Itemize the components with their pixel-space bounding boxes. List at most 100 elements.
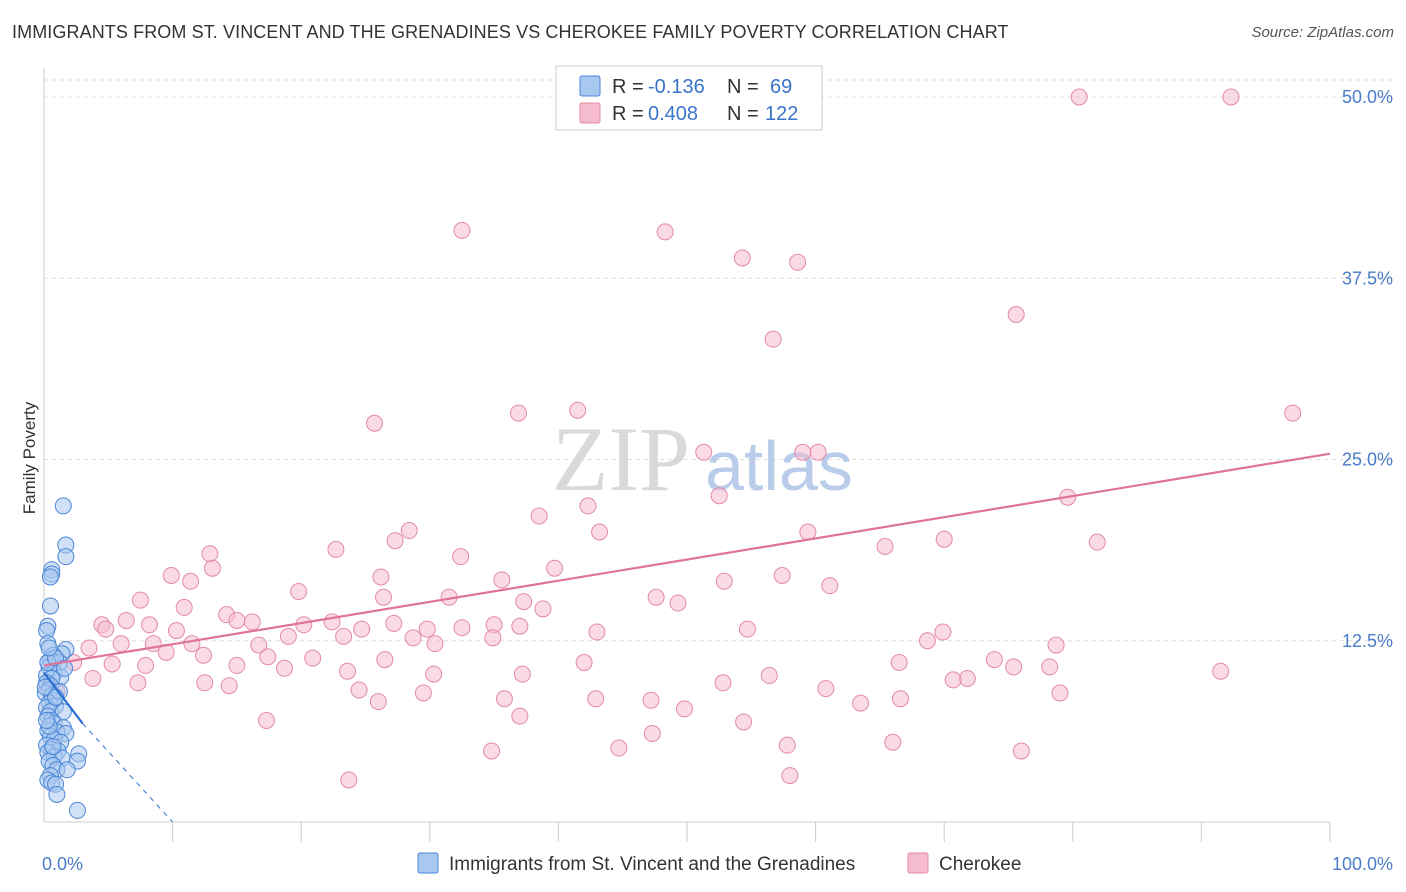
y-axis-title: Family Poverty (20, 401, 39, 514)
cherokee-point (799, 523, 817, 541)
cherokee-point (243, 613, 261, 631)
immigrants-point (40, 639, 58, 657)
cherokee-point (129, 674, 147, 692)
series-swatch-pink (907, 852, 929, 874)
legend-r-label-pink: R = (612, 103, 644, 125)
cherokee-point (710, 487, 728, 505)
cherokee-point (131, 591, 149, 609)
cherokee-point (80, 639, 98, 657)
chart-title: IMMIGRANTS FROM ST. VINCENT AND THE GREN… (12, 22, 1009, 42)
cherokee-point (610, 739, 628, 757)
cherokee-point (591, 523, 609, 541)
cherokee-point (194, 646, 212, 664)
cherokee-point (958, 669, 976, 687)
immigrants-point (38, 712, 56, 729)
cherokee-point (534, 600, 552, 618)
immigrants-points (36, 497, 88, 819)
cherokee-point (196, 674, 214, 692)
cherokee-point (1005, 658, 1023, 676)
cherokee-point (275, 659, 293, 677)
cherokee-point (372, 568, 390, 586)
cherokee-point (140, 616, 158, 634)
series-label-immigrants: Immigrants from St. Vincent and the Gren… (449, 854, 855, 875)
cherokee-point (714, 674, 732, 692)
cherokee-point (97, 620, 115, 638)
cherokee-point (817, 680, 835, 698)
cherokee-point (250, 636, 268, 654)
cherokee-point (513, 665, 531, 683)
y-tick-label-1: 25.0% (1342, 450, 1393, 470)
cherokee-point (295, 616, 313, 634)
cherokee-point (735, 713, 753, 731)
cherokee-point (84, 669, 102, 687)
watermark-zip: ZIP (552, 408, 690, 510)
cherokee-point (386, 532, 404, 550)
cherokee-point (1070, 88, 1088, 106)
cherokee-point (821, 577, 839, 595)
cherokee-point (340, 771, 358, 789)
legend-n-label-blue: N = (727, 76, 759, 98)
cherokee-point (1041, 658, 1059, 676)
cherokee-point (228, 611, 246, 629)
cherokee-point (369, 693, 387, 711)
cherokee-point (656, 223, 674, 241)
source-credit: Source: ZipAtlas.com (1251, 24, 1394, 41)
legend-r-value-pink: 0.408 (648, 103, 698, 125)
cherokee-point (642, 691, 660, 709)
cherokee-point (1012, 742, 1030, 760)
watermark-atlas: atlas (705, 427, 853, 505)
legend-n-label-pink: N = (727, 103, 759, 125)
cherokee-point (453, 619, 471, 637)
immigrants-point (44, 738, 62, 756)
cherokee-point (1051, 684, 1069, 702)
cherokee-point (182, 572, 200, 590)
legend-r-value-blue: -0.136 (648, 76, 705, 98)
cherokee-point (510, 404, 528, 422)
cherokee-point (669, 594, 687, 612)
cherokee-point (327, 540, 345, 558)
cherokee-point (794, 443, 812, 461)
cherokee-point (891, 690, 909, 708)
cherokee-point (103, 655, 121, 673)
cherokee-point (335, 627, 353, 645)
immigrants-point (48, 785, 66, 803)
immigrants-point (57, 548, 75, 566)
x-tick-label-0: 0.0% (42, 854, 83, 874)
cherokee-point (764, 330, 782, 348)
cherokee-point (484, 629, 502, 647)
cherokee-point (1284, 404, 1302, 422)
cherokee-point (414, 684, 432, 702)
cherokee-point (778, 736, 796, 754)
cherokee-point (493, 571, 511, 589)
cherokee-point (425, 665, 443, 683)
cherokee-point (495, 690, 513, 708)
cherokee-point (1088, 533, 1106, 551)
cherokee-point (935, 530, 953, 548)
immigrants-point (41, 568, 59, 586)
cherokee-point (228, 656, 246, 674)
cherokee-point (418, 620, 436, 638)
series-swatch-blue (417, 852, 439, 874)
cherokee-point (587, 690, 605, 708)
cherokee-point (985, 651, 1003, 669)
cherokee-point (259, 648, 277, 666)
cherokee-point (789, 253, 807, 271)
cherokee-point (385, 614, 403, 632)
cherokee-point (175, 598, 193, 616)
cherokee-point (511, 707, 529, 725)
gridlines (44, 79, 1395, 642)
cherokee-point (112, 635, 130, 653)
immigrants-point (47, 688, 65, 706)
cherokee-point (375, 588, 393, 606)
cherokee-point (515, 593, 533, 611)
immigrants-trend-extension (82, 722, 174, 823)
cherokee-point (760, 667, 778, 685)
cherokee-point (530, 507, 548, 525)
cherokee-point (934, 623, 952, 641)
legend-r-label-blue: R = (612, 76, 644, 98)
series-label-cherokee: Cherokee (939, 854, 1021, 875)
cherokee-point (575, 654, 593, 671)
immigrants-point (41, 597, 59, 615)
cherokee-points (48, 88, 1302, 789)
cherokee-point (201, 545, 219, 563)
